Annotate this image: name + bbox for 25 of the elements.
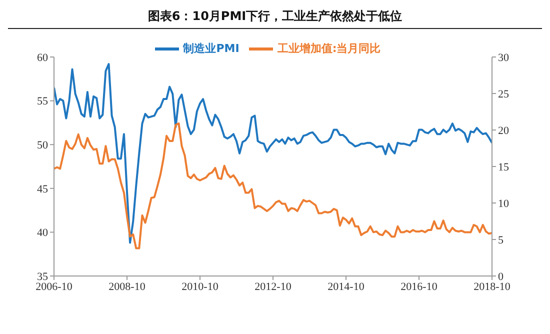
line-series [54, 122, 492, 250]
y2-tick-label: 30 [498, 52, 510, 64]
y2-tick-label: 0 [498, 270, 504, 283]
x-tick-label: 2016-10 [400, 280, 438, 293]
x-tick-label: 2012-10 [254, 280, 292, 293]
y-tick-label: 55 [37, 96, 48, 108]
y-tick-label: 35 [37, 270, 48, 283]
y2-tick-label: 15 [498, 161, 510, 174]
y2-tick-label: 25 [498, 88, 510, 100]
y-tick-label: 50 [37, 140, 48, 152]
y-tick-label: 60 [37, 52, 48, 64]
y2-tick-label: 10 [498, 198, 510, 210]
y-tick-label: 40 [37, 227, 48, 240]
line-series [54, 63, 492, 244]
x-tick-label: 2014-10 [328, 280, 365, 293]
x-tick-label: 2008-10 [108, 280, 146, 293]
x-tick-label: 2006-10 [36, 280, 73, 293]
legend-label: 制造业PMI [183, 42, 240, 56]
x-tick-label: 2010-10 [182, 280, 219, 293]
y2-tick-label: 5 [498, 234, 504, 246]
y-tick-label: 45 [37, 183, 48, 196]
chart-title: 图表6：10月PMI下行，工业生产依然处于低位 [8, 8, 542, 29]
legend-label: 工业增加值:当月同比 [277, 42, 381, 56]
y2-tick-label: 20 [498, 124, 510, 137]
x-tick-label: 2018-10 [474, 280, 511, 293]
